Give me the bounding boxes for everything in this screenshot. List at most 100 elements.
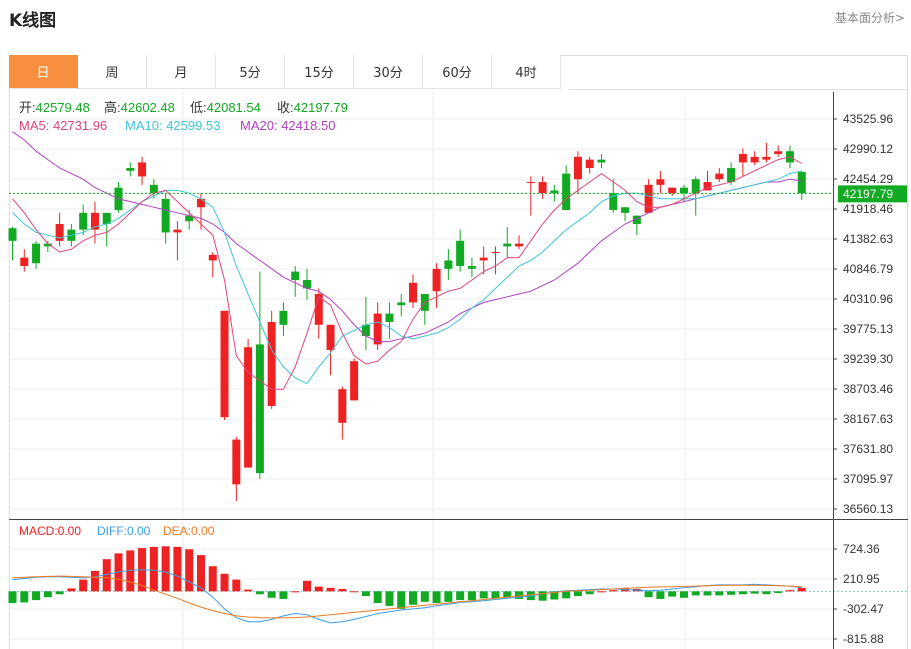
macd-bar [644,591,653,598]
high-label: 高:42602.48 [104,100,175,115]
price-tick-label: 38167.63 [843,412,893,426]
price-tick-label: 41382.63 [843,232,893,246]
macd-bar [715,591,724,596]
tab-5[interactable]: 30分 [354,55,423,89]
candle-body [691,179,700,194]
macd-bar [55,591,64,595]
tab-7[interactable]: 4时 [492,55,561,89]
candle-body [703,182,712,191]
tab-6[interactable]: 60分 [423,55,492,89]
candle-body [20,257,29,267]
macd-bar [691,591,700,596]
macd-bar [750,591,759,594]
candle-body [208,254,217,261]
macd-bar [503,591,512,598]
dea-line [12,575,802,619]
diff-legend: DIFF:0.00 [97,524,151,538]
macd-bar [397,591,406,609]
tab-2[interactable]: 月 [147,55,216,89]
tab-1[interactable]: 周 [78,55,147,89]
candle-body [656,179,665,185]
macd-bar [102,559,111,592]
ma20-line [12,131,802,343]
candle-body [361,324,370,337]
candle-body [220,310,229,418]
candle-body [185,215,194,222]
macd-bar [43,591,52,598]
candle-body [55,224,64,241]
macd-bar [538,591,547,601]
tab-3[interactable]: 5分 [216,55,285,89]
macd-bar [79,579,88,592]
candle-body [138,162,147,177]
candle-body [232,439,241,485]
candle-body [244,347,253,468]
candle-body [409,282,418,303]
candle-body [550,190,559,194]
candle-body [644,184,653,213]
macd-bar [550,591,559,600]
macd-bar [8,591,17,604]
macd-bar [727,591,736,595]
macd-tick-label: 724.36 [843,542,880,556]
ma5-line [12,156,803,390]
macd-bar [609,590,618,592]
candle-body [397,302,406,306]
macd-bar [244,589,253,592]
candle-body [585,159,594,169]
macd-bar [291,591,300,593]
macd-bar [420,591,429,602]
macd-bar [90,570,99,592]
candle-body [314,294,323,325]
macd-bar [456,591,465,601]
ma10-line [12,170,802,385]
macd-bar [67,588,76,592]
ma10-legend: MA10: 42599.53 [125,118,220,133]
candle-body [126,168,135,171]
candle-body [491,252,500,254]
candle-body [632,215,641,225]
macd-tick-label: 210.95 [843,572,880,586]
macd-bar [656,591,665,599]
candle-body [32,243,41,264]
candle-body [621,207,630,213]
macd-bar [703,591,712,596]
price-tick-label: 41918.46 [843,202,893,216]
candle-body [196,198,205,208]
macd-bar [279,591,288,599]
macd-bar [173,546,182,592]
tab-4[interactable]: 15分 [285,55,354,89]
diff-line [12,569,802,624]
candle-body [90,212,99,230]
candle-body [350,361,359,401]
candle-body [762,156,771,160]
dea-legend: DEA:0.00 [163,524,215,538]
ma5-legend: MA5: 42731.96 [19,118,107,133]
chart-title: K线图 [9,11,57,31]
low-label: 低:42081.54 [190,100,261,115]
price-tick-label: 36560.13 [843,502,893,516]
macd-bar [232,579,241,592]
macd-bar [797,587,806,592]
candle-body [173,229,182,233]
candle-body [149,184,158,194]
macd-bar [585,591,594,595]
candle-body [456,240,465,267]
candle-body [503,243,512,247]
candle-body [679,187,688,194]
price-tick-label: 40846.79 [843,262,893,276]
candle-body [255,344,264,474]
tab-0[interactable]: 日 [9,55,78,89]
macd-bar [409,591,418,605]
fundamental-analysis-link[interactable]: 基本面分析> [834,11,905,25]
macd-bar [373,591,382,604]
macd-bar [738,591,747,595]
macd-bar [149,546,158,592]
candle-body [267,322,276,406]
candle-body [526,182,535,184]
candle-body [750,156,759,163]
macd-bar [267,591,276,598]
price-tick-label: 42990.12 [843,142,893,156]
macd-bar [20,591,29,603]
candle-body [715,173,724,180]
